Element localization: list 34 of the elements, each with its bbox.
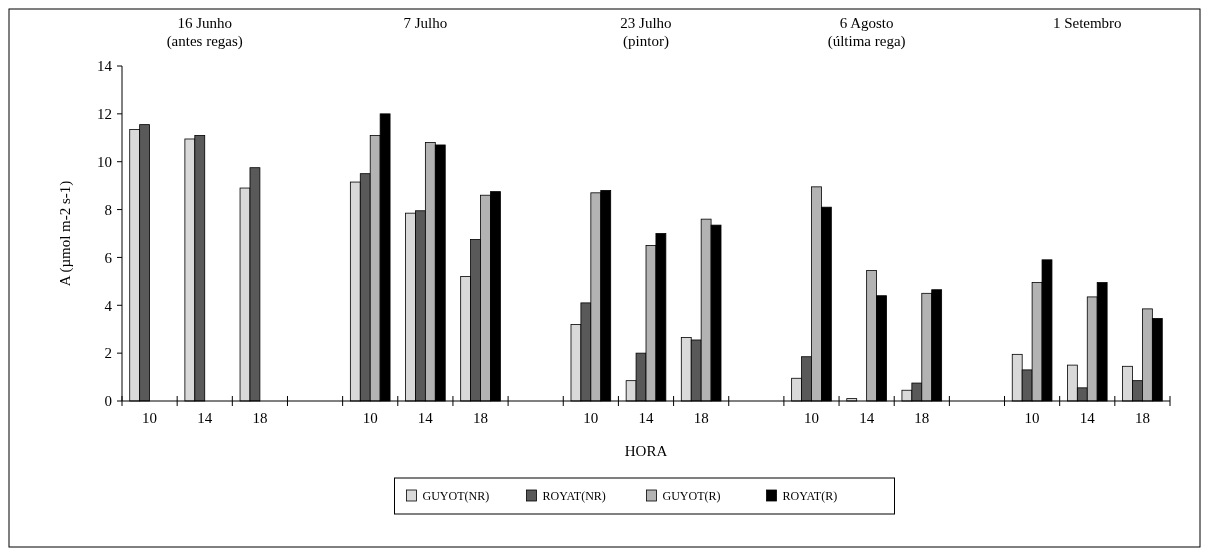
y-axis-title: A (µmol m-2 s-1)	[57, 180, 74, 287]
x-tick-label: 10	[583, 410, 599, 426]
legend-label: GUYOT(NR)	[422, 489, 490, 504]
x-tick-label: 18	[1134, 410, 1150, 426]
text: 23 Julho (pintor)	[620, 15, 672, 50]
y-tick-label: 12	[97, 106, 112, 123]
x-tick-label: 10	[1024, 410, 1040, 426]
y-tick-label: 4	[104, 297, 113, 314]
x-tick-label: 18	[473, 410, 489, 426]
x-tick-label: 10	[362, 410, 378, 426]
text: 7 Julho	[403, 15, 448, 31]
x-axis-title: HORA	[624, 443, 668, 459]
x-tick-label: 18	[252, 410, 268, 426]
text: 16 Junho (antes regas)	[166, 15, 243, 50]
legend-label: GUYOT(R)	[662, 489, 721, 504]
x-tick-label: 10	[142, 410, 158, 426]
x-tick-label: 14	[197, 410, 213, 426]
text: 1 Setembro	[1052, 15, 1122, 31]
x-tick-label: 14	[417, 410, 434, 426]
x-tick-label: 10	[803, 410, 819, 426]
x-tick-label: 18	[693, 410, 709, 426]
text: 6 Agosto (última rega)	[827, 15, 906, 50]
y-tick-label: 6	[104, 249, 113, 266]
y-tick-label: 10	[97, 153, 112, 170]
x-tick-label: 14	[1079, 410, 1096, 426]
y-tick-label: 14	[97, 58, 113, 75]
y-tick-label: 8	[104, 201, 112, 218]
x-tick-label: 18	[914, 410, 930, 426]
y-tick-label: 0	[104, 393, 112, 410]
x-tick-label: 14	[859, 410, 875, 426]
x-tick-label: 14	[638, 410, 654, 426]
y-tick-label: 2	[104, 345, 112, 362]
legend-label: ROYAT(NR)	[542, 489, 606, 504]
legend-label: ROYAT(R)	[782, 489, 838, 504]
